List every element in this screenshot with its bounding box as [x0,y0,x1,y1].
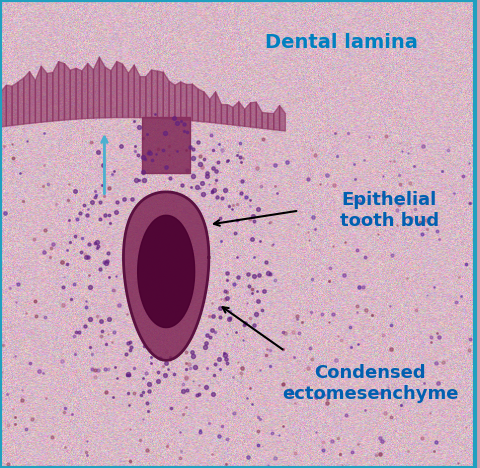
Polygon shape [137,215,194,328]
Text: Epithelial
tooth bud: Epithelial tooth bud [339,191,438,230]
Text: Condensed
ectomesenchyme: Condensed ectomesenchyme [281,365,457,403]
Polygon shape [142,117,190,173]
Text: Dental lamina: Dental lamina [265,33,418,52]
Polygon shape [123,192,208,360]
